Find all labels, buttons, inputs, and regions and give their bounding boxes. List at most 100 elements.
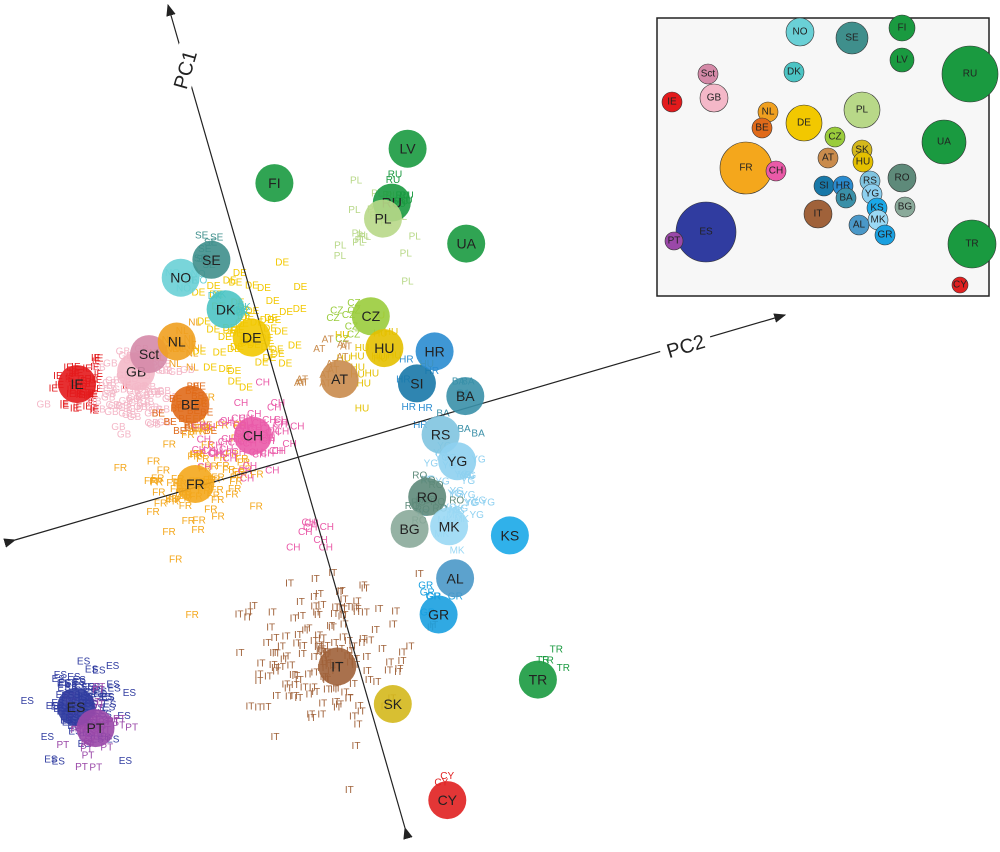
- inset-region-ru: [941, 45, 999, 103]
- individual-label: IT: [362, 652, 371, 663]
- individual-label: CH: [222, 449, 236, 460]
- inset-label: GB: [707, 93, 722, 104]
- centroid-sk: SK: [373, 685, 412, 723]
- individual-label: IE: [73, 403, 83, 414]
- inset-label: BA: [839, 193, 853, 204]
- individuals-layer: IEIEIEIEIEIEIEIEIEIEIEIEIEIEIEIEIEIEIEIE…: [21, 170, 570, 796]
- inset-label: KS: [870, 203, 884, 214]
- centroid-pt: PT: [76, 709, 115, 748]
- individual-label: GB: [117, 430, 132, 441]
- centroid-marker: [171, 385, 210, 424]
- centroid-cy: CY: [428, 781, 467, 820]
- centroid-label: BA: [456, 388, 475, 404]
- inset-region-gr: [874, 224, 896, 246]
- pc2-axis: [3, 313, 787, 548]
- inset-label: RS: [863, 176, 877, 187]
- individual-label: TR: [557, 663, 570, 674]
- centroid-label: HR: [424, 343, 444, 359]
- individual-label: DE: [245, 281, 259, 292]
- individual-label: IT: [359, 634, 368, 645]
- pc2-axis-label: PC2: [664, 331, 708, 363]
- centroid-label: CH: [243, 428, 263, 444]
- individual-label: GB: [91, 405, 106, 416]
- inset-label: AL: [853, 220, 866, 231]
- individual-label: GR: [418, 581, 433, 592]
- individual-label: DE: [275, 257, 289, 268]
- centroid-marker: [192, 240, 231, 279]
- centroid-it: IT: [318, 647, 357, 686]
- individual-label: ES: [54, 670, 68, 681]
- centroid-bg: BG: [390, 509, 429, 548]
- individual-label: IT: [406, 642, 415, 653]
- individual-label: IT: [314, 610, 323, 621]
- centroid-label: MK: [439, 518, 461, 534]
- individual-label: NL: [186, 362, 199, 373]
- centroid-marker: [161, 258, 200, 297]
- individual-label: HR: [418, 403, 432, 414]
- inset-label: NO: [793, 27, 808, 38]
- centroid-marker: [365, 329, 404, 368]
- inset-map: NO SE FI DK LV RU Sct GB IE NL BE DE PL CZ SK UA FR CH AT H…: [656, 14, 999, 297]
- inset-label: DK: [787, 67, 801, 78]
- individual-label: ES: [87, 682, 101, 693]
- individual-label: CH: [290, 422, 304, 433]
- inset-region-be: [751, 117, 773, 139]
- inset-label: YG: [865, 189, 880, 200]
- individual-label: IT: [391, 606, 400, 617]
- centroid-marker: [436, 559, 475, 598]
- individual-label: AT: [313, 344, 325, 355]
- centroid-marker: [234, 416, 272, 455]
- centroid-marker: [397, 364, 436, 403]
- individual-label: IT: [257, 658, 266, 669]
- inset-region-al: [848, 214, 870, 236]
- individual-label: YG: [469, 510, 484, 521]
- individual-label: ES: [123, 688, 137, 699]
- individual-label: DE: [228, 377, 242, 388]
- individual-label: IT: [306, 710, 315, 721]
- centroid-marker: [255, 164, 294, 203]
- inset-region-gb: [699, 83, 729, 113]
- individual-label: ES: [94, 686, 108, 697]
- individual-label: IT: [378, 644, 387, 655]
- individual-label: PT: [89, 762, 102, 773]
- individual-label: PT: [100, 742, 113, 753]
- centroid-ie: IE: [58, 365, 97, 404]
- individual-label: IT: [285, 692, 294, 703]
- centroid-marker: [419, 595, 458, 634]
- axes-layer: PC1 PC2: [3, 3, 787, 840]
- individual-label: HU: [350, 352, 364, 363]
- individual-label: FR: [163, 440, 176, 451]
- centroid-marker: [390, 509, 429, 548]
- individual-label: IT: [311, 574, 320, 585]
- individual-label: YG: [424, 458, 439, 469]
- individual-label: ES: [91, 703, 105, 714]
- individual-label: PT: [125, 723, 138, 734]
- inset-label: SE: [845, 33, 859, 44]
- inset-region-at: [817, 147, 839, 169]
- individual-label: YG: [465, 498, 480, 509]
- individual-label: ES: [108, 684, 122, 695]
- centroid-se: SE: [192, 240, 231, 279]
- centroid-tr: TR: [518, 660, 557, 699]
- centroid-marker: [438, 442, 477, 481]
- individual-label: IT: [235, 610, 244, 621]
- inset-region-ro: [887, 163, 917, 193]
- inset-region-se: [835, 21, 869, 55]
- individual-label: PT: [75, 762, 88, 773]
- individual-label: ES: [73, 677, 87, 688]
- centroid-marker: [428, 781, 467, 820]
- individual-label: IT: [269, 660, 278, 671]
- individual-label: DE: [279, 307, 293, 318]
- centroid-gr: GR: [419, 595, 458, 634]
- individual-label: FR: [162, 527, 175, 538]
- individual-label: FR: [169, 555, 182, 566]
- inset-label: BG: [898, 202, 913, 213]
- individual-label: PT: [92, 685, 105, 696]
- centroid-label: TR: [529, 672, 548, 688]
- individual-label: CH: [286, 542, 300, 553]
- individual-label: IT: [244, 612, 253, 623]
- centroid-cz: CZ: [351, 297, 390, 336]
- individual-label: DE: [219, 364, 233, 375]
- inset-region-cy: [951, 276, 969, 294]
